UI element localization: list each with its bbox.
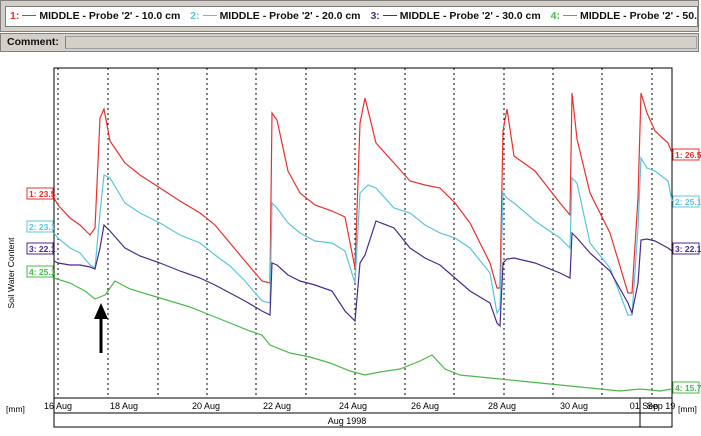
legend-entry-1[interactable]: 1: MIDDLE - Probe '2' - 10.0 cm <box>10 7 180 26</box>
legend-label: MIDDLE - Probe '2' - 50.0 cm <box>580 10 698 22</box>
series-1-start-label-box <box>26 187 54 200</box>
legend-toolbar: 1: MIDDLE - Probe '2' - 10.0 cm 2: MIDDLE … <box>0 0 699 32</box>
soil-water-chart: 16 Aug 18 Aug 20 Aug 22 Aug 24 Aug 26 Aug 28 A… <box>6 67 701 428</box>
x-period-label: Aug 1998 <box>328 416 367 426</box>
x-tick-label: 20 Aug <box>192 401 220 411</box>
series-4-start-label: 4: 25.1 <box>29 267 56 277</box>
series-3-end-label: 3: 22.1 <box>675 244 701 254</box>
series-1-end-label-box <box>672 148 700 161</box>
x-tick-label: 26 Aug <box>411 401 439 411</box>
x-tick-label: Sep 19 <box>647 401 676 411</box>
series-4-line <box>53 277 673 392</box>
plot-area <box>53 67 673 399</box>
x-tick-label: 22 Aug <box>263 401 291 411</box>
legend-label: MIDDLE - Probe '2' - 20.0 cm <box>219 10 361 22</box>
series-4-end-label-box <box>672 381 700 394</box>
right-unit-label: [mm] <box>678 404 697 414</box>
x-tick-label: 30 Aug <box>560 401 588 411</box>
legend-number: 4: <box>550 10 560 22</box>
series-1-end-label: 1: 26.5 <box>675 150 701 160</box>
comment-label: Comment: <box>7 36 59 48</box>
legend-swatch <box>563 14 577 16</box>
legend-label: MIDDLE - Probe '2' - 10.0 cm <box>39 10 181 22</box>
x-tick-label: 28 Aug <box>488 401 516 411</box>
legend-swatch <box>382 14 397 16</box>
series-2-start-label: 2: 23.1 <box>29 222 56 232</box>
x-period-band <box>53 412 673 428</box>
series-4-end-label: 4: 15.7 <box>675 383 701 393</box>
legend-label: MIDDLE - Probe '2' - 30.0 cm <box>399 10 541 22</box>
series-3-start-label: 3: 22.1 <box>29 244 56 254</box>
legend-swatch <box>22 14 37 16</box>
x-tick-label: 24 Aug <box>339 401 367 411</box>
series-2-start-label-box <box>26 220 54 233</box>
x-tick-label: 18 Aug <box>110 401 138 411</box>
series-3-start-label-box <box>26 242 54 255</box>
series-2-end-label: 2: 25.1 <box>675 197 701 207</box>
legend-number: 2: <box>190 10 200 22</box>
x-tick-label: 16 Aug <box>44 401 72 411</box>
legend-swatch <box>202 14 217 16</box>
y-axis-label: Soil Water Content <box>6 237 16 309</box>
legend-entry-4[interactable]: 4: MIDDLE - Probe '2' - 50.0 cm <box>550 7 698 26</box>
x-unit-label: [mm] <box>6 404 25 414</box>
series-2-end-label-box <box>672 195 700 208</box>
legend-number: 1: <box>10 10 20 22</box>
legend-entry-3[interactable]: 3: MIDDLE - Probe '2' - 30.0 cm <box>370 7 540 26</box>
comment-bar: Comment: <box>0 33 699 52</box>
series-4-start-label-box <box>26 265 54 278</box>
series-3-end-label-box <box>672 242 700 255</box>
legend-field: 1: MIDDLE - Probe '2' - 10.0 cm 2: MIDDLE … <box>5 6 698 27</box>
x-tick-label: 01 Sep <box>630 401 659 411</box>
series-2-line <box>53 155 673 316</box>
series-1-start-label: 1: 23.5 <box>29 189 56 199</box>
series-3-line <box>53 220 673 328</box>
comment-input[interactable] <box>65 36 697 49</box>
series-1-line <box>53 92 673 294</box>
legend-entry-2[interactable]: 2: MIDDLE - Probe '2' - 20.0 cm <box>190 7 360 26</box>
legend-number: 3: <box>370 10 380 22</box>
annotation-arrow-head <box>94 303 108 319</box>
